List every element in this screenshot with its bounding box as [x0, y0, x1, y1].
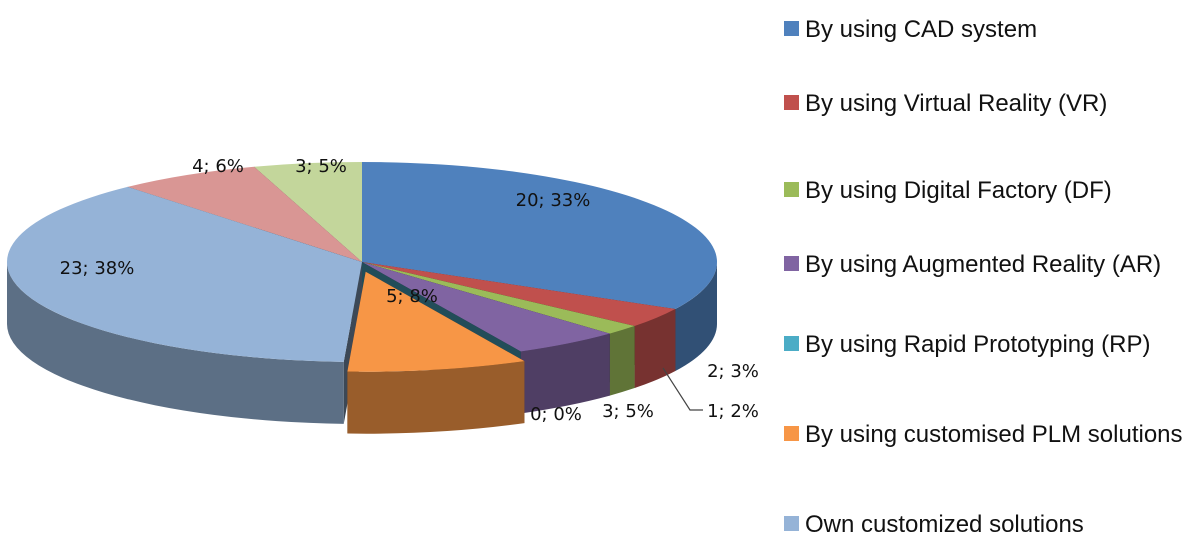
pie-slice-rim-by-using-virtual-reality-vr	[634, 308, 676, 389]
legend-label: By using Virtual Reality (VR)	[805, 90, 1108, 117]
legend-swatch	[784, 256, 799, 271]
data-label-unlabeled-7: 4; 6%	[192, 156, 244, 177]
legend-item-by-using-digital-factory-df: By using Digital Factory (DF)	[784, 176, 1189, 205]
data-label-by-using-customised-plm-solutions: 5; 8%	[386, 286, 438, 307]
data-label-by-using-rapid-prototyping-rp: 0; 0%	[530, 404, 582, 425]
data-label-by-using-augmented-reality-ar: 3; 5%	[602, 401, 654, 422]
legend-swatch	[784, 336, 799, 351]
data-label-by-using-digital-factory-df: 1; 2%	[707, 401, 759, 422]
pie-slice-top-by-using-virtual-reality-vr	[362, 262, 676, 327]
chart-legend: By using CAD system By using Virtual Real…	[784, 0, 1189, 559]
legend-swatch	[784, 182, 799, 197]
pie-chart: 20; 33% 2; 3% 1; 2% 3; 5% 0; 0% 5; 8% 23; 38% 4…	[7, 156, 759, 434]
pie-slice-rim-by-using-digital-factory-df	[609, 326, 635, 396]
data-label-unlabeled-8: 3; 5%	[295, 156, 347, 177]
legend-label: By using customised PLM solutions	[805, 421, 1183, 448]
legend-item-by-using-cad-system: By using CAD system	[784, 15, 1189, 44]
pie-slice-top-by-using-augmented-reality-ar	[362, 262, 610, 352]
pie-slice-top-by-using-customised-plm-solutions	[347, 271, 525, 372]
legend-item-own-customized-solutions: Own customized solutions	[784, 510, 1189, 539]
pie-data-labels: 20; 33% 2; 3% 1; 2% 3; 5% 0; 0% 5; 8% 23; 38% 4…	[60, 156, 759, 425]
legend-label: By using Digital Factory (DF)	[805, 177, 1112, 204]
legend-item-by-using-augmented-reality-ar: By using Augmented Reality (AR)	[784, 250, 1189, 279]
pie-slice-rim-own-customized-solutions	[7, 262, 344, 424]
pie-slice-top-own-customized-solutions	[7, 186, 363, 362]
pie-slice-rim-by-using-customised-plm-solutions	[347, 361, 525, 434]
pie-slice-top-by-using-cad-system	[362, 162, 717, 309]
legend-swatch	[784, 516, 799, 531]
legend-label: By using Rapid Prototyping (RP)	[805, 331, 1151, 358]
pie-slice-by-using-customised-plm-solutions	[347, 271, 525, 434]
pie-slice-rim-by-using-cad-system	[675, 262, 717, 371]
pie-slice-top-by-using-digital-factory-df	[362, 262, 635, 334]
legend-label: By using Augmented Reality (AR)	[805, 251, 1162, 278]
legend-item-by-using-virtual-reality-vr: By using Virtual Reality (VR)	[784, 89, 1189, 118]
legend-swatch	[784, 21, 799, 36]
legend-swatch	[784, 426, 799, 441]
pie-slice-top-unlabeled-7	[127, 166, 362, 262]
pie-slice-rim-by-using-augmented-reality-ar	[520, 333, 610, 414]
legend-item-by-using-rapid-prototyping-rp: By using Rapid Prototyping (RP)	[784, 330, 1189, 359]
legend-label: By using CAD system	[805, 16, 1038, 43]
legend-item-by-using-customised-plm-solutions: By using customised PLM solutions	[784, 420, 1189, 449]
pie-slice-top-unlabeled-8	[254, 162, 362, 262]
data-label-by-using-cad-system: 20; 33%	[516, 190, 591, 211]
pie-slices	[7, 162, 717, 434]
legend-swatch	[784, 95, 799, 110]
data-label-own-customized-solutions: 23; 38%	[60, 258, 135, 279]
legend-label: Own customized solutions	[805, 511, 1084, 538]
data-label-by-using-virtual-reality-vr: 2; 3%	[707, 361, 759, 382]
leader-line-by-using-digital-factory-df	[662, 367, 703, 411]
